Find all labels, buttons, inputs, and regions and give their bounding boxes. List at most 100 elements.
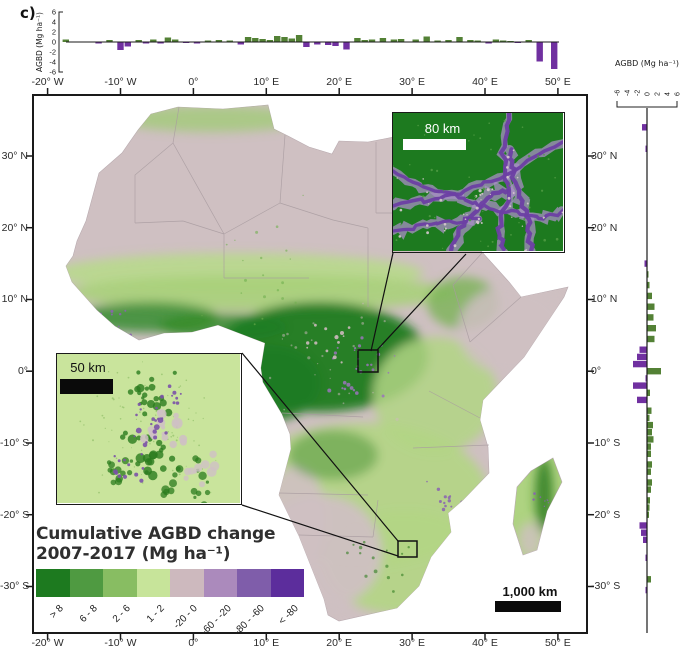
right-chart-bar [647,429,652,436]
top-chart-ytick: 6 [52,8,56,17]
right-chart-bar [647,511,649,518]
lat-tick-label-right: 30° N [591,149,618,162]
top-chart-bar [252,38,259,42]
top-chart-bar [500,40,507,42]
lat-tick-label-right: 10° N [591,293,618,306]
lat-tick-label-right: 20° N [591,221,618,234]
legend-title-line2: 2007-2017 (Mg ha⁻¹) [36,544,231,564]
inset-moz-connector-1 [241,352,399,542]
top-chart-bar [397,39,405,42]
top-chart-bar [193,42,201,44]
right-chart-bar [647,461,652,468]
right-chart-bar [645,145,647,152]
inset-river-network: 80 km [392,112,565,253]
lat-tick-label-left: 0° [17,365,28,378]
top-chart-bar [303,42,310,47]
right-chart-bar [645,375,647,382]
top-chart-bar [106,40,113,42]
legend-swatch [136,569,170,597]
top-chart-bar [237,42,244,45]
top-chart-bar [390,39,398,42]
right-chart-xtick: -6 [615,90,622,96]
lat-tick-label-left: -20° S [0,508,30,521]
top-chart-bar [485,42,492,44]
legend-swatch [170,569,204,597]
right-chart-bar [633,382,647,389]
inset-moz-connector-2 [241,504,399,557]
top-chart-bar [124,42,131,47]
top-chart-bars [62,35,558,69]
lat-tick-label-right: -20° S [591,508,621,521]
inset-river-connector-1 [370,252,394,352]
top-chart-bar [135,40,142,42]
legend-class-label: 2 - 6 [110,603,133,625]
top-chart-bar [379,38,387,42]
top-chart-bar [164,37,172,42]
top-chart-bar [226,40,233,42]
top-chart-ytick: 4 [52,18,56,27]
right-chart-xtick: -4 [625,90,632,96]
right-chart-bar [639,346,647,353]
map-scale-bar [495,601,561,612]
legend-class-label: 6 - 8 [77,603,100,625]
legend-class-label: 1 - 2 [144,603,167,625]
top-chart-bar [361,40,368,42]
right-chart-bar [647,486,651,493]
right-chart-bar [647,368,661,375]
legend-swatch [270,569,304,597]
lon-tick-label-top: -20° W [31,76,64,88]
right-chart-xtick: 2 [655,92,662,96]
map-frame [32,94,588,634]
legend-title-line1: Cumulative AGBD change [36,524,276,544]
top-chart-ytick: -6 [49,68,56,77]
right-chart-bar [647,314,654,321]
right-chart-bar [647,468,651,475]
top-chart-bar [259,39,266,42]
top-chart-bar [354,38,361,42]
lon-tick-label-bottom: 40° E [472,637,498,648]
right-chart-bar [647,436,654,443]
inset-moz-scale-bar [60,379,113,394]
right-chart-bar [647,479,652,486]
top-chart-bar [62,39,69,42]
top-chart-bar [434,40,441,42]
top-chart-axis-bracket [58,11,63,73]
top-chart-bar [325,42,332,45]
legend-class-label: -80 - -60 [232,603,267,638]
top-chart-bar [117,42,124,50]
lon-tick-label-bottom: 20° E [326,637,353,648]
lon-tick-label-top: 20° E [326,76,353,88]
legend-swatch [36,569,70,597]
right-chart-xtick-labels: -6 -4 -2 0 2 4 6 [615,90,682,96]
top-chart-ytick: 0 [52,38,56,47]
right-chart-bar [647,504,650,511]
top-chart-bar [343,42,350,50]
right-chart-bar [645,554,647,561]
top-chart-bar [288,38,295,42]
lon-tick-label-bottom: 0° [188,637,199,648]
top-chart-bar [215,40,223,42]
right-chart-bar [647,414,650,422]
lat-tick-label-right: 0° [591,365,602,378]
right-chart-bar [639,522,647,529]
legend-swatch [103,569,137,597]
top-chart-ytick: -4 [49,58,56,67]
right-chart-bar [644,260,647,267]
inset-river-connector-2 [376,253,467,351]
lon-tick-label-bottom: 50° E [544,637,571,648]
top-chart-bar [536,42,543,62]
inset-river-scale-bar [403,139,466,150]
map-legend: Cumulative AGBD change 2007-2017 (Mg ha⁻… [36,524,316,638]
lon-tick-label-top: 10° E [253,76,280,88]
inset-river-source-marker [357,349,379,373]
top-chart-bar [172,39,179,42]
lat-tick-label-right: -10° S [591,436,621,449]
right-chart-bar [647,271,649,278]
lon-tick-label-bottom: -10° W [104,637,137,648]
top-chart-ytick: 2 [52,28,56,37]
top-chart-bar [332,42,339,46]
top-chart-bar [150,39,157,42]
right-chart-bar [641,529,647,536]
legend-swatch [237,569,271,597]
